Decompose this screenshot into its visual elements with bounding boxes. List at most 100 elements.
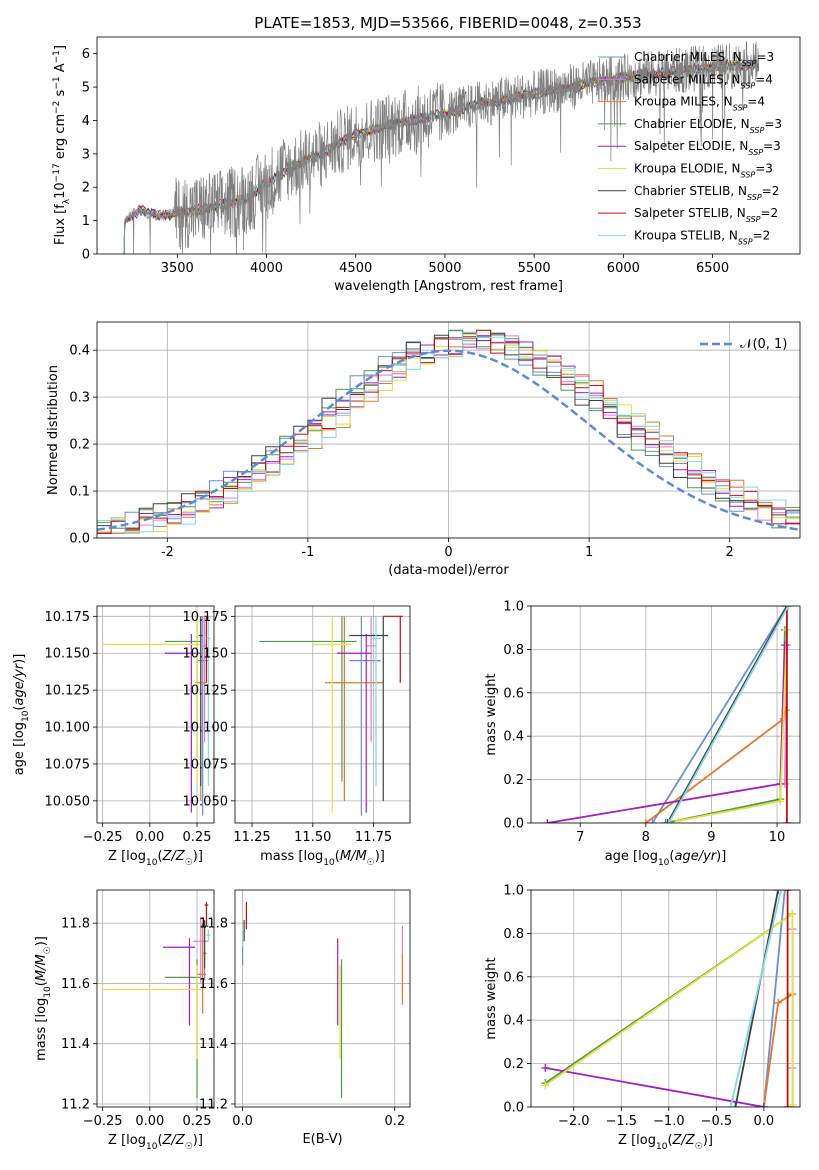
- plot-area-residuals: [97, 322, 800, 538]
- x-tick-label: 1: [585, 545, 593, 560]
- x-tick-label: 3500: [161, 261, 194, 276]
- panel-age_vs_mass: 11.25 11.50 11.75 10.050 10.075 10.100 10.125 1…: [183, 605, 411, 868]
- legend-count: =3: [755, 162, 773, 176]
- legend-text: Salpeter MILES, N: [634, 72, 741, 86]
- label-part: mass [log: [260, 849, 323, 864]
- x-tick-label: −1.0: [653, 1114, 685, 1129]
- label-part: )]: [193, 1133, 203, 1148]
- y-tick-label: 0.1: [69, 485, 90, 500]
- label-part: )]: [716, 849, 726, 864]
- legend-label: Kroupa MILES, NSSP=4: [634, 95, 765, 113]
- label-part: Z/Z: [162, 1133, 186, 1148]
- axes-frame: [530, 605, 801, 824]
- y-tick-label: 0.4: [503, 1014, 524, 1029]
- y-tick-label: 10.050: [45, 794, 91, 809]
- legend-count: =2: [753, 228, 771, 242]
- x-tick-label: 4000: [250, 261, 283, 276]
- x-tick-label: -1: [301, 545, 314, 560]
- x-axis-label: age [log10(age/yr)]: [605, 849, 727, 868]
- panel-mass_vs_EBV: 0.0 0.2 11.2 11.4 11.6 11.8 E(B-V): [199, 889, 411, 1147]
- plot-area-spectrum: [123, 40, 760, 254]
- label-part: ☉: [185, 1142, 193, 1152]
- y-tick-label: 11.2: [199, 1097, 228, 1112]
- y-tick-label: 10.125: [183, 684, 229, 699]
- legend-subscript: SSP: [741, 170, 756, 179]
- x-tick-label: 10: [769, 830, 786, 845]
- y-tick-label: 6: [82, 47, 90, 62]
- plot-area-age_vs_mass: [235, 606, 410, 823]
- y-tick-label: 3: [82, 147, 90, 162]
- legend-count: =2: [760, 206, 778, 220]
- y-axis-label: Normed distribution: [46, 365, 61, 495]
- x-tick-label: 8: [642, 830, 650, 845]
- y-tick-label: 5: [82, 81, 90, 96]
- legend-subscript: SSP: [742, 59, 757, 68]
- x-tick-label: 2: [726, 545, 734, 560]
- y-tick-label: 10.175: [45, 610, 91, 625]
- observed-spectrum-line: [123, 40, 760, 254]
- y-tick-label: 0.4: [503, 730, 524, 745]
- x-tick-label: 11.75: [355, 830, 392, 845]
- label-part: 10: [658, 858, 670, 868]
- y-tick-label: 0.2: [503, 773, 524, 788]
- label-part: ☉: [185, 858, 193, 868]
- legend-count: =4: [747, 95, 765, 109]
- label-part: age/yr: [674, 849, 717, 864]
- y-axis-label: mass weight: [484, 957, 499, 1039]
- y-axis-label: Flux [fλ10−17 erg cm−2 s−1 A−1]: [52, 45, 72, 245]
- y-tick-label: 10.125: [45, 684, 91, 699]
- y-axis-label: mass weight: [484, 673, 499, 755]
- axes-frame: [530, 889, 801, 1108]
- axes-frame: [96, 605, 215, 824]
- panel-spectrum: 3500 4000 4500 5000 5500 6000 6500 0 1 2 3 4 5 6 wavel…: [52, 36, 801, 294]
- axes-frame: [234, 889, 411, 1108]
- label-part: erg cm: [53, 114, 68, 163]
- y-tick-label: 1.0: [503, 884, 524, 899]
- label-part: (: [669, 849, 674, 864]
- axes-frame: [96, 889, 215, 1108]
- plots-layer: 3500 4000 4500 5000 5500 6000 6500 0 1 2 3 4 5 6 wavel…: [12, 36, 801, 1152]
- x-tick-label: −1.5: [606, 1114, 638, 1129]
- legend-label: Salpeter ELODIE, NSSP=3: [634, 139, 781, 157]
- legend-subscript: SSP: [746, 215, 761, 224]
- plot-area-age_vs_Z: [97, 606, 214, 823]
- plot-area-mass_vs_Z: [97, 890, 214, 1107]
- label-part: ☉: [367, 858, 375, 868]
- label-part: (: [157, 1133, 162, 1148]
- legend-text: Chabrier MILES, N: [634, 50, 742, 64]
- label-part: age/yr: [12, 662, 27, 705]
- plot-area-mass_vs_EBV: [235, 890, 410, 1107]
- x-tick-label: −0.25: [83, 830, 123, 845]
- panel-residuals: -2 -1 0 1 2 0.0 0.1 0.2 0.3 0.4 𝒩(0, 1) (data-model…: [46, 321, 801, 578]
- y-axis-label: mass [log10(M/M☉)]: [34, 936, 53, 1061]
- label-part: −2: [52, 101, 62, 114]
- x-tick-label: 0.25: [183, 830, 212, 845]
- y-tick-label: 4: [82, 114, 90, 129]
- plot-area-weight_vs_age: [531, 606, 800, 823]
- y-tick-label: 11.8: [199, 917, 228, 932]
- label-part: (: [34, 981, 49, 986]
- y-tick-label: 0: [82, 248, 90, 263]
- y-tick-label: 10.150: [45, 647, 91, 662]
- legend-subscript: SSP: [733, 103, 748, 112]
- label-part: )]: [193, 849, 203, 864]
- x-tick-label: 0.00: [135, 830, 164, 845]
- legend-label: Salpeter STELIB, NSSP=2: [634, 206, 778, 224]
- label-part: −1: [52, 50, 62, 63]
- panel-weight_vs_Z: −2.0 −1.5 −1.0 −0.5 0.0 0.0 0.2 0.4 0.6 0.8 1.0 Z […: [484, 884, 801, 1152]
- label-part: age [log: [12, 722, 27, 775]
- y-tick-label: 0.6: [503, 970, 524, 985]
- label-part: )]: [703, 1133, 713, 1148]
- histogram-step-line: [97, 329, 800, 534]
- x-axis-label: E(B-V): [302, 1132, 342, 1147]
- legend-label: Kroupa STELIB, NSSP=2: [634, 228, 770, 246]
- label-part: 10: [323, 858, 335, 868]
- x-tick-label: −2.0: [558, 1114, 590, 1129]
- y-tick-label: 0.6: [503, 686, 524, 701]
- y-tick-label: 0.4: [69, 344, 90, 359]
- label-part: (: [157, 849, 162, 864]
- panel-age_vs_Z: −0.25 0.00 0.25 10.050 10.075 10.100 10.125 10.…: [12, 605, 215, 868]
